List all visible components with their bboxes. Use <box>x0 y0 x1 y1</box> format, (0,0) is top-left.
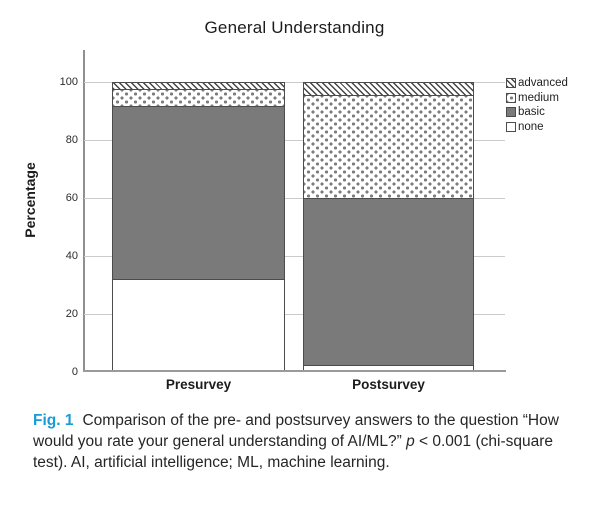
legend-label-none: none <box>518 120 544 133</box>
legend-swatch-none-icon <box>506 121 516 132</box>
legend-item-none: none <box>506 120 568 135</box>
legend: advanced medium basic none <box>506 76 568 134</box>
legend-label-basic: basic <box>518 106 545 119</box>
legend-swatch-advanced-icon <box>506 78 516 89</box>
legend-item-medium: medium <box>506 91 568 106</box>
legend-item-basic: basic <box>506 105 568 120</box>
y-axis-title: Percentage <box>22 162 38 238</box>
bar-segment-presurvey-advanced <box>113 83 284 89</box>
x-axis-line <box>83 370 506 372</box>
gridline-100 <box>84 82 505 83</box>
y-tick-label-80: 80 <box>65 133 78 146</box>
bar-segment-postsurvey-none <box>304 365 473 371</box>
bar-segment-postsurvey-advanced <box>304 83 473 95</box>
legend-label-medium: medium <box>518 91 559 104</box>
caption-segment: < 0.001 (chi-square test). AI, artificia… <box>33 433 554 471</box>
bar-segment-postsurvey-medium <box>304 94 473 199</box>
y-tick-label-40: 40 <box>65 249 78 262</box>
legend-swatch-basic-icon <box>506 107 516 118</box>
figure-caption-text: Comparison of the pre- and postsurvey an… <box>33 412 559 471</box>
plot-area <box>84 82 505 372</box>
x-tick-label-postsurvey: Postsurvey <box>352 377 425 392</box>
x-tick-label-presurvey: Presurvey <box>165 377 232 392</box>
bar-segment-postsurvey-basic <box>304 198 473 366</box>
bar-presurvey <box>112 82 285 372</box>
gridline-20 <box>84 314 505 315</box>
bar-postsurvey <box>303 82 474 372</box>
caption-segment: p <box>406 433 415 450</box>
y-axis-line <box>83 50 85 372</box>
gridline-80 <box>84 140 505 141</box>
legend-label-advanced: advanced <box>518 77 568 90</box>
figure-caption: Fig. 1 Comparison of the pre- and postsur… <box>33 410 583 473</box>
figure-1: General Understanding Percentage 0 20 40 60… <box>22 18 568 392</box>
legend-swatch-medium-icon <box>506 92 516 103</box>
legend-item-advanced: advanced <box>506 76 568 91</box>
figure-caption-label: Fig. 1 <box>33 412 74 429</box>
gridline-60 <box>84 198 505 199</box>
caption-segment: Comparison of the pre- and postsurvey an… <box>33 412 559 450</box>
y-tick-label-0: 0 <box>71 365 78 378</box>
bar-segment-presurvey-none <box>113 278 284 371</box>
chart-title: General Understanding <box>204 18 385 37</box>
bar-segment-presurvey-medium <box>113 88 284 107</box>
bar-segment-presurvey-basic <box>113 106 284 279</box>
gridline-40 <box>84 256 505 257</box>
y-tick-label-20: 20 <box>65 307 78 320</box>
y-tick-label-60: 60 <box>65 191 78 204</box>
y-tick-label-100: 100 <box>59 75 78 88</box>
